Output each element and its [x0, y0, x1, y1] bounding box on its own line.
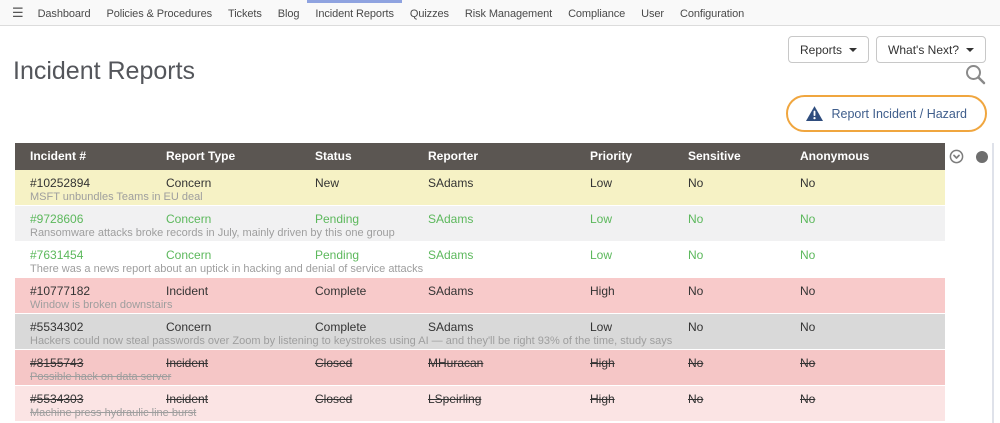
- incident-description: Possible hack on data server: [15, 371, 945, 385]
- incident-description: There was a news report about an uptick …: [15, 263, 945, 277]
- incident-number-cell: #10777182: [15, 284, 166, 299]
- priority-cell: Low: [590, 212, 688, 227]
- report-incident-button-label: Report Incident / Hazard: [832, 107, 968, 121]
- column-header-sensitive[interactable]: Sensitive: [688, 143, 800, 170]
- column-header-priority[interactable]: Priority: [590, 143, 688, 170]
- caret-down-icon: [849, 48, 857, 52]
- report-type-cell: Incident: [166, 356, 315, 371]
- sensitive-cell: No: [688, 392, 800, 407]
- status-cell: Closed: [315, 392, 428, 407]
- nav-item-blog[interactable]: Blog: [270, 0, 308, 25]
- incident-number-cell: #5534303: [15, 392, 166, 407]
- reporter-cell: SAdams: [428, 176, 590, 191]
- priority-cell: Low: [590, 248, 688, 263]
- anonymous-cell: No: [800, 248, 945, 263]
- priority-cell: Low: [590, 176, 688, 191]
- whats-next-button-label: What's Next?: [888, 43, 959, 57]
- filled-circle-icon[interactable]: [975, 150, 989, 169]
- nav-item-compliance[interactable]: Compliance: [560, 0, 633, 25]
- priority-cell: High: [590, 284, 688, 299]
- anonymous-cell: No: [800, 320, 945, 335]
- status-cell: Pending: [315, 212, 428, 227]
- report-type-cell: Incident: [166, 284, 315, 299]
- report-type-cell: Concern: [166, 248, 315, 263]
- incident-description: MSFT unbundles Teams in EU deal: [15, 191, 945, 205]
- search-icon[interactable]: [963, 62, 987, 86]
- anonymous-cell: No: [800, 392, 945, 407]
- priority-cell: Low: [590, 320, 688, 335]
- header-button-group: Reports What's Next?: [788, 36, 986, 63]
- incident-row[interactable]: #5534303 Incident Closed LSpeirling High…: [15, 386, 945, 422]
- column-header-reporter[interactable]: Reporter: [428, 143, 590, 170]
- nav-item-user[interactable]: User: [633, 0, 672, 25]
- incident-number-cell: #10252894: [15, 176, 166, 191]
- top-navbar: ☰ Dashboard Policies & Procedures Ticket…: [0, 0, 1000, 26]
- status-cell: Complete: [315, 284, 428, 299]
- anonymous-cell: No: [800, 284, 945, 299]
- reports-dropdown-button[interactable]: Reports: [788, 36, 869, 63]
- reporter-cell: LSpeirling: [428, 392, 590, 407]
- sensitive-cell: No: [688, 356, 800, 371]
- report-incident-hazard-button[interactable]: Report Incident / Hazard: [786, 95, 988, 132]
- reporter-cell: SAdams: [428, 284, 590, 299]
- priority-cell: High: [590, 356, 688, 371]
- incident-number-cell: #8155743: [15, 356, 166, 371]
- report-type-cell: Concern: [166, 320, 315, 335]
- incident-row[interactable]: #9728606 Concern Pending SAdams Low No N…: [15, 206, 945, 242]
- column-header-status[interactable]: Status: [315, 143, 428, 170]
- incident-description: Machine press hydraulic line burst: [15, 407, 945, 421]
- nav-item-tickets[interactable]: Tickets: [220, 0, 270, 25]
- column-header-incident[interactable]: Incident #: [15, 143, 166, 170]
- hamburger-menu-icon[interactable]: ☰: [12, 5, 24, 21]
- incident-row[interactable]: #8155743 Incident Closed MHuracan High N…: [15, 350, 945, 386]
- priority-cell: High: [590, 392, 688, 407]
- nav-item-dashboard[interactable]: Dashboard: [30, 0, 99, 25]
- incident-description: Hackers could now steal passwords over Z…: [15, 335, 945, 349]
- incident-description: Window is broken downstairs: [15, 299, 945, 313]
- sensitive-cell: No: [688, 320, 800, 335]
- status-cell: Closed: [315, 356, 428, 371]
- report-type-cell: Concern: [166, 176, 315, 191]
- whats-next-dropdown-button[interactable]: What's Next?: [876, 36, 986, 63]
- incident-number-cell: #7631454: [15, 248, 166, 263]
- incident-row[interactable]: #10252894 Concern New SAdams Low No No M…: [15, 170, 945, 206]
- sensitive-cell: No: [688, 284, 800, 299]
- reports-button-label: Reports: [800, 43, 842, 57]
- reporter-cell: MHuracan: [428, 356, 590, 371]
- nav-item-configuration[interactable]: Configuration: [672, 0, 752, 25]
- incident-row[interactable]: #10777182 Incident Complete SAdams High …: [15, 278, 945, 314]
- incident-number-cell: #5534302: [15, 320, 166, 335]
- caret-down-icon: [966, 48, 974, 52]
- page-title: Incident Reports: [13, 57, 195, 86]
- warning-triangle-icon: [806, 106, 823, 121]
- anonymous-cell: No: [800, 212, 945, 227]
- reporter-cell: SAdams: [428, 248, 590, 263]
- column-header-report-type[interactable]: Report Type: [166, 143, 315, 170]
- column-header-anonymous[interactable]: Anonymous: [800, 143, 945, 170]
- incident-table: Incident # Report Type Status Reporter P…: [15, 143, 945, 422]
- nav-item-quizzes[interactable]: Quizzes: [402, 0, 457, 25]
- reporter-cell: SAdams: [428, 320, 590, 335]
- status-cell: Pending: [315, 248, 428, 263]
- nav-item-policies-procedures[interactable]: Policies & Procedures: [98, 0, 220, 25]
- collapse-circle-icon[interactable]: [949, 149, 964, 169]
- panel-right-border: [992, 143, 994, 423]
- nav-item-incident-reports[interactable]: Incident Reports: [307, 0, 402, 25]
- sensitive-cell: No: [688, 176, 800, 191]
- status-cell: New: [315, 176, 428, 191]
- anonymous-cell: No: [800, 356, 945, 371]
- nav-item-risk-management[interactable]: Risk Management: [457, 0, 560, 25]
- incident-row[interactable]: #5534302 Concern Complete SAdams Low No …: [15, 314, 945, 350]
- report-type-cell: Incident: [166, 392, 315, 407]
- anonymous-cell: No: [800, 176, 945, 191]
- report-type-cell: Concern: [166, 212, 315, 227]
- incident-description: Ransomware attacks broke records in July…: [15, 227, 945, 241]
- incident-number-cell: #9728606: [15, 212, 166, 227]
- sensitive-cell: No: [688, 248, 800, 263]
- status-cell: Complete: [315, 320, 428, 335]
- incident-row[interactable]: #7631454 Concern Pending SAdams Low No N…: [15, 242, 945, 278]
- table-header-row: Incident # Report Type Status Reporter P…: [15, 143, 945, 170]
- sensitive-cell: No: [688, 212, 800, 227]
- reporter-cell: SAdams: [428, 212, 590, 227]
